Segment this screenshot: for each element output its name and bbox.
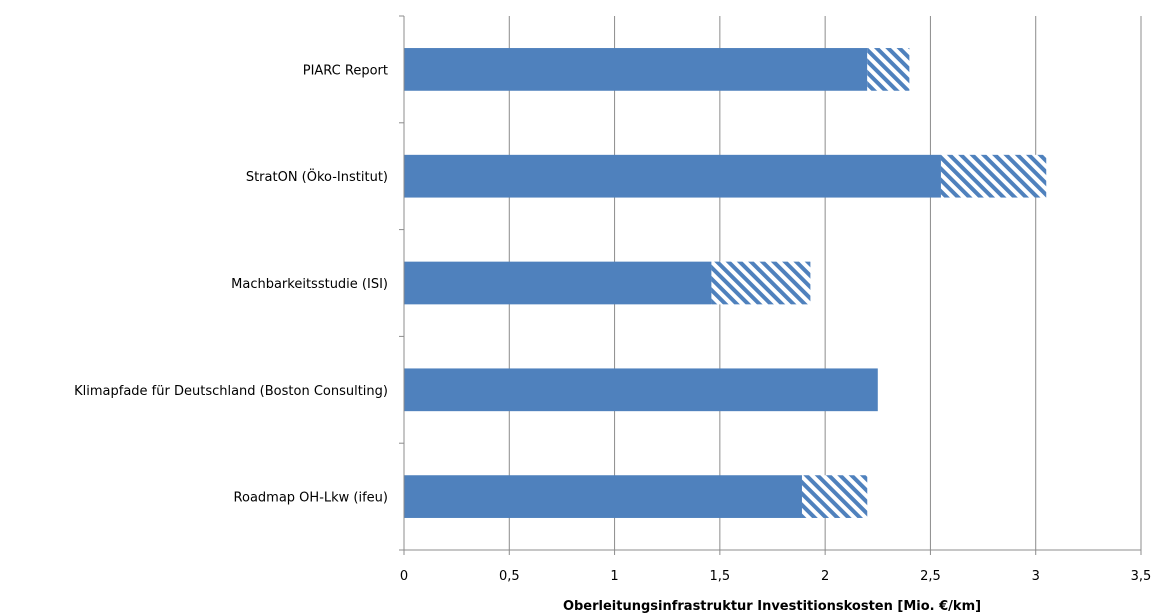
x-tick-label: 2 <box>821 569 829 584</box>
x-tick-label: 1,5 <box>710 569 731 584</box>
category-label: Roadmap OH-Lkw (ifeu) <box>234 491 388 506</box>
category-labels: PIARC Report StratON (Öko-Institut) Machba… <box>74 63 388 505</box>
bar-base-segment <box>404 368 878 412</box>
bar-base-segment <box>404 48 868 91</box>
x-tick-label: 3,5 <box>1131 569 1152 584</box>
x-tick-label: 3 <box>1032 569 1040 584</box>
bar-range-segment <box>801 475 868 518</box>
bar-range-segment <box>940 154 1047 198</box>
bar-base-segment <box>404 261 712 305</box>
x-tick-labels: 0 0,5 1 1,5 2 2,5 3 3,5 <box>400 569 1151 584</box>
category-label: Machbarkeitsstudie (ISI) <box>231 277 388 292</box>
axes <box>399 15 1142 555</box>
x-tick-label: 0 <box>400 569 408 584</box>
category-label: PIARC Report <box>303 63 388 78</box>
category-label: StratON (Öko-Institut) <box>246 168 388 185</box>
x-axis-title: Oberleitungsinfrastruktur Investitionsko… <box>563 599 981 614</box>
bar-range-segment <box>867 48 910 91</box>
x-tick-label: 2,5 <box>920 569 941 584</box>
bar-base-segment <box>404 154 941 198</box>
category-label: Klimapfade für Deutschland (Boston Consu… <box>74 384 388 399</box>
bars <box>404 48 1047 518</box>
bar-range-segment <box>711 261 811 305</box>
x-tick-label: 0,5 <box>499 569 520 584</box>
x-tick-label: 1 <box>610 569 618 584</box>
bar-base-segment <box>404 475 802 518</box>
